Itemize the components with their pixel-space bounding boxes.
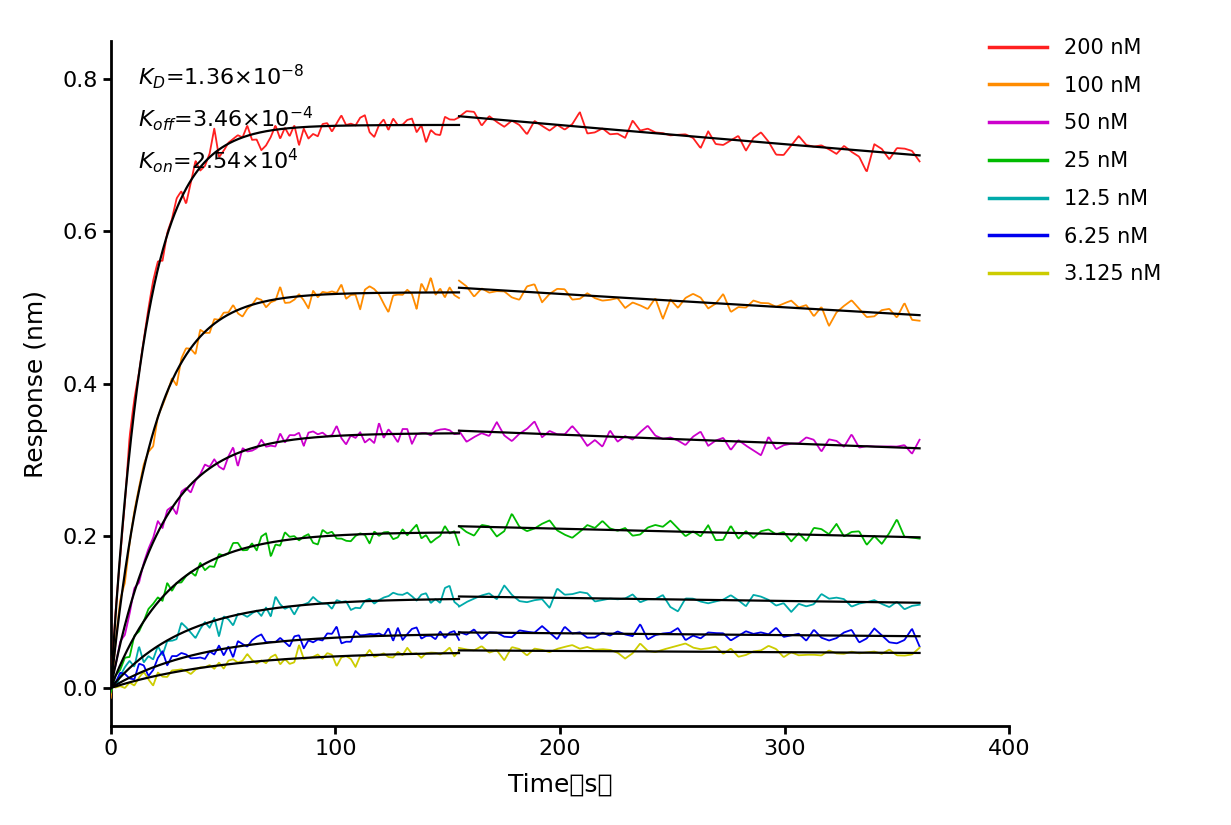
Text: $K_D$=1.36×10$^{-8}$
$K_{off}$=3.46×10$^{-4}$
$K_{on}$=2.54×10$^{4}$: $K_D$=1.36×10$^{-8}$ $K_{off}$=3.46×10$^… bbox=[138, 62, 313, 175]
X-axis label: Time（s）: Time（s） bbox=[508, 773, 612, 797]
Y-axis label: Response (nm): Response (nm) bbox=[25, 290, 48, 478]
Legend: 200 nM, 100 nM, 50 nM, 25 nM, 12.5 nM, 6.25 nM, 3.125 nM: 200 nM, 100 nM, 50 nM, 25 nM, 12.5 nM, 6… bbox=[988, 38, 1161, 285]
